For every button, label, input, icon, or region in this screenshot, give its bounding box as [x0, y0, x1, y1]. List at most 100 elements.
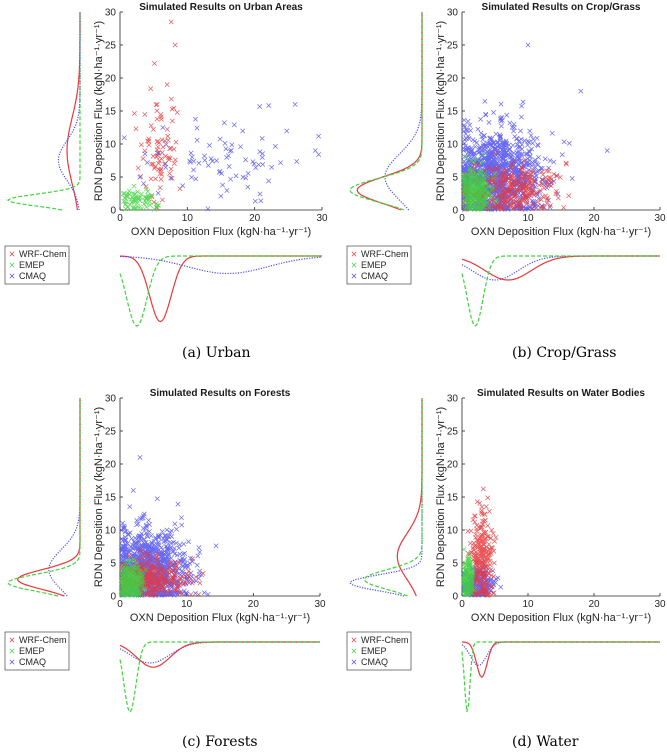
data-point [175, 583, 181, 589]
data-point [180, 581, 186, 587]
data-point [251, 161, 257, 167]
data-point [316, 152, 322, 157]
data-point [525, 42, 531, 48]
data-point [129, 577, 135, 583]
data-point [137, 174, 143, 180]
data-point [226, 164, 232, 169]
data-point [469, 151, 475, 157]
data-point [481, 564, 487, 570]
y-tick-label: 25 [105, 427, 117, 438]
data-point [149, 541, 155, 547]
data-point [158, 176, 164, 182]
data-point [480, 538, 485, 544]
data-point [161, 586, 167, 592]
legend-label: CMAQ [361, 271, 388, 281]
data-point [186, 574, 192, 580]
data-point [142, 561, 148, 567]
data-point [168, 145, 174, 151]
data-point [489, 204, 495, 210]
data-point [523, 172, 528, 178]
data-point [468, 148, 474, 154]
data-point [176, 545, 182, 551]
data-point [529, 198, 535, 204]
data-point [121, 525, 127, 531]
data-point [468, 182, 474, 188]
data-point [193, 116, 198, 122]
data-point [522, 138, 528, 144]
data-point [161, 539, 167, 545]
data-point [208, 156, 214, 162]
data-point [463, 183, 469, 189]
data-point [497, 192, 503, 198]
data-point [461, 179, 467, 185]
y-tick-label: 20 [447, 74, 459, 85]
data-point [182, 575, 187, 581]
data-point [483, 529, 489, 535]
data-point [207, 142, 212, 148]
y-tick-label: 25 [105, 41, 117, 52]
data-point [159, 567, 165, 573]
data-point [182, 550, 188, 556]
data-point [525, 156, 531, 161]
data-point [209, 158, 215, 164]
data-point [467, 540, 473, 546]
data-point [257, 191, 263, 197]
data-point [294, 159, 300, 164]
data-point [462, 172, 468, 178]
y-density-curve [349, 12, 423, 211]
data-point [128, 557, 134, 563]
panel-caption: (b) Crop/Grass [512, 345, 616, 361]
data-point [128, 564, 134, 570]
data-point [475, 126, 481, 132]
data-point [228, 176, 234, 182]
data-point [515, 155, 521, 161]
data-point [507, 203, 513, 209]
data-point [488, 535, 494, 541]
data-point [152, 580, 158, 586]
data-point [495, 575, 501, 581]
legend-label: WRF-Chem [361, 249, 409, 259]
data-point [499, 176, 505, 182]
data-point [213, 543, 219, 549]
data-point [168, 96, 174, 102]
data-point [518, 136, 524, 142]
series-emep [460, 547, 478, 598]
data-point [135, 591, 141, 597]
data-point [535, 162, 541, 168]
data-point [132, 586, 138, 592]
data-point [119, 576, 125, 582]
data-point [189, 154, 195, 160]
data-point [133, 546, 139, 552]
data-point [223, 146, 229, 152]
data-point [521, 158, 527, 164]
data-point [513, 164, 519, 170]
data-point [154, 101, 160, 107]
data-point [292, 101, 298, 107]
data-point [555, 195, 561, 201]
data-point [132, 535, 138, 541]
data-point [506, 194, 512, 200]
data-point [150, 548, 156, 554]
data-point [147, 556, 153, 562]
data-point [185, 564, 191, 570]
data-point [478, 525, 484, 531]
data-point [494, 166, 500, 172]
data-point [473, 532, 479, 537]
data-point [141, 579, 147, 585]
data-point [485, 523, 491, 529]
data-point [144, 592, 150, 598]
data-point [168, 166, 174, 172]
data-point [485, 157, 491, 163]
data-point [480, 560, 486, 566]
data-point [126, 532, 132, 538]
data-point [547, 158, 553, 163]
data-point [158, 156, 164, 162]
data-point [462, 567, 468, 572]
data-point [516, 180, 522, 186]
x-density-curve [119, 255, 323, 275]
data-point [146, 560, 152, 566]
data-point [510, 206, 515, 212]
x-tick-label: 20 [588, 599, 600, 610]
data-point [547, 204, 553, 210]
data-point [476, 169, 482, 175]
